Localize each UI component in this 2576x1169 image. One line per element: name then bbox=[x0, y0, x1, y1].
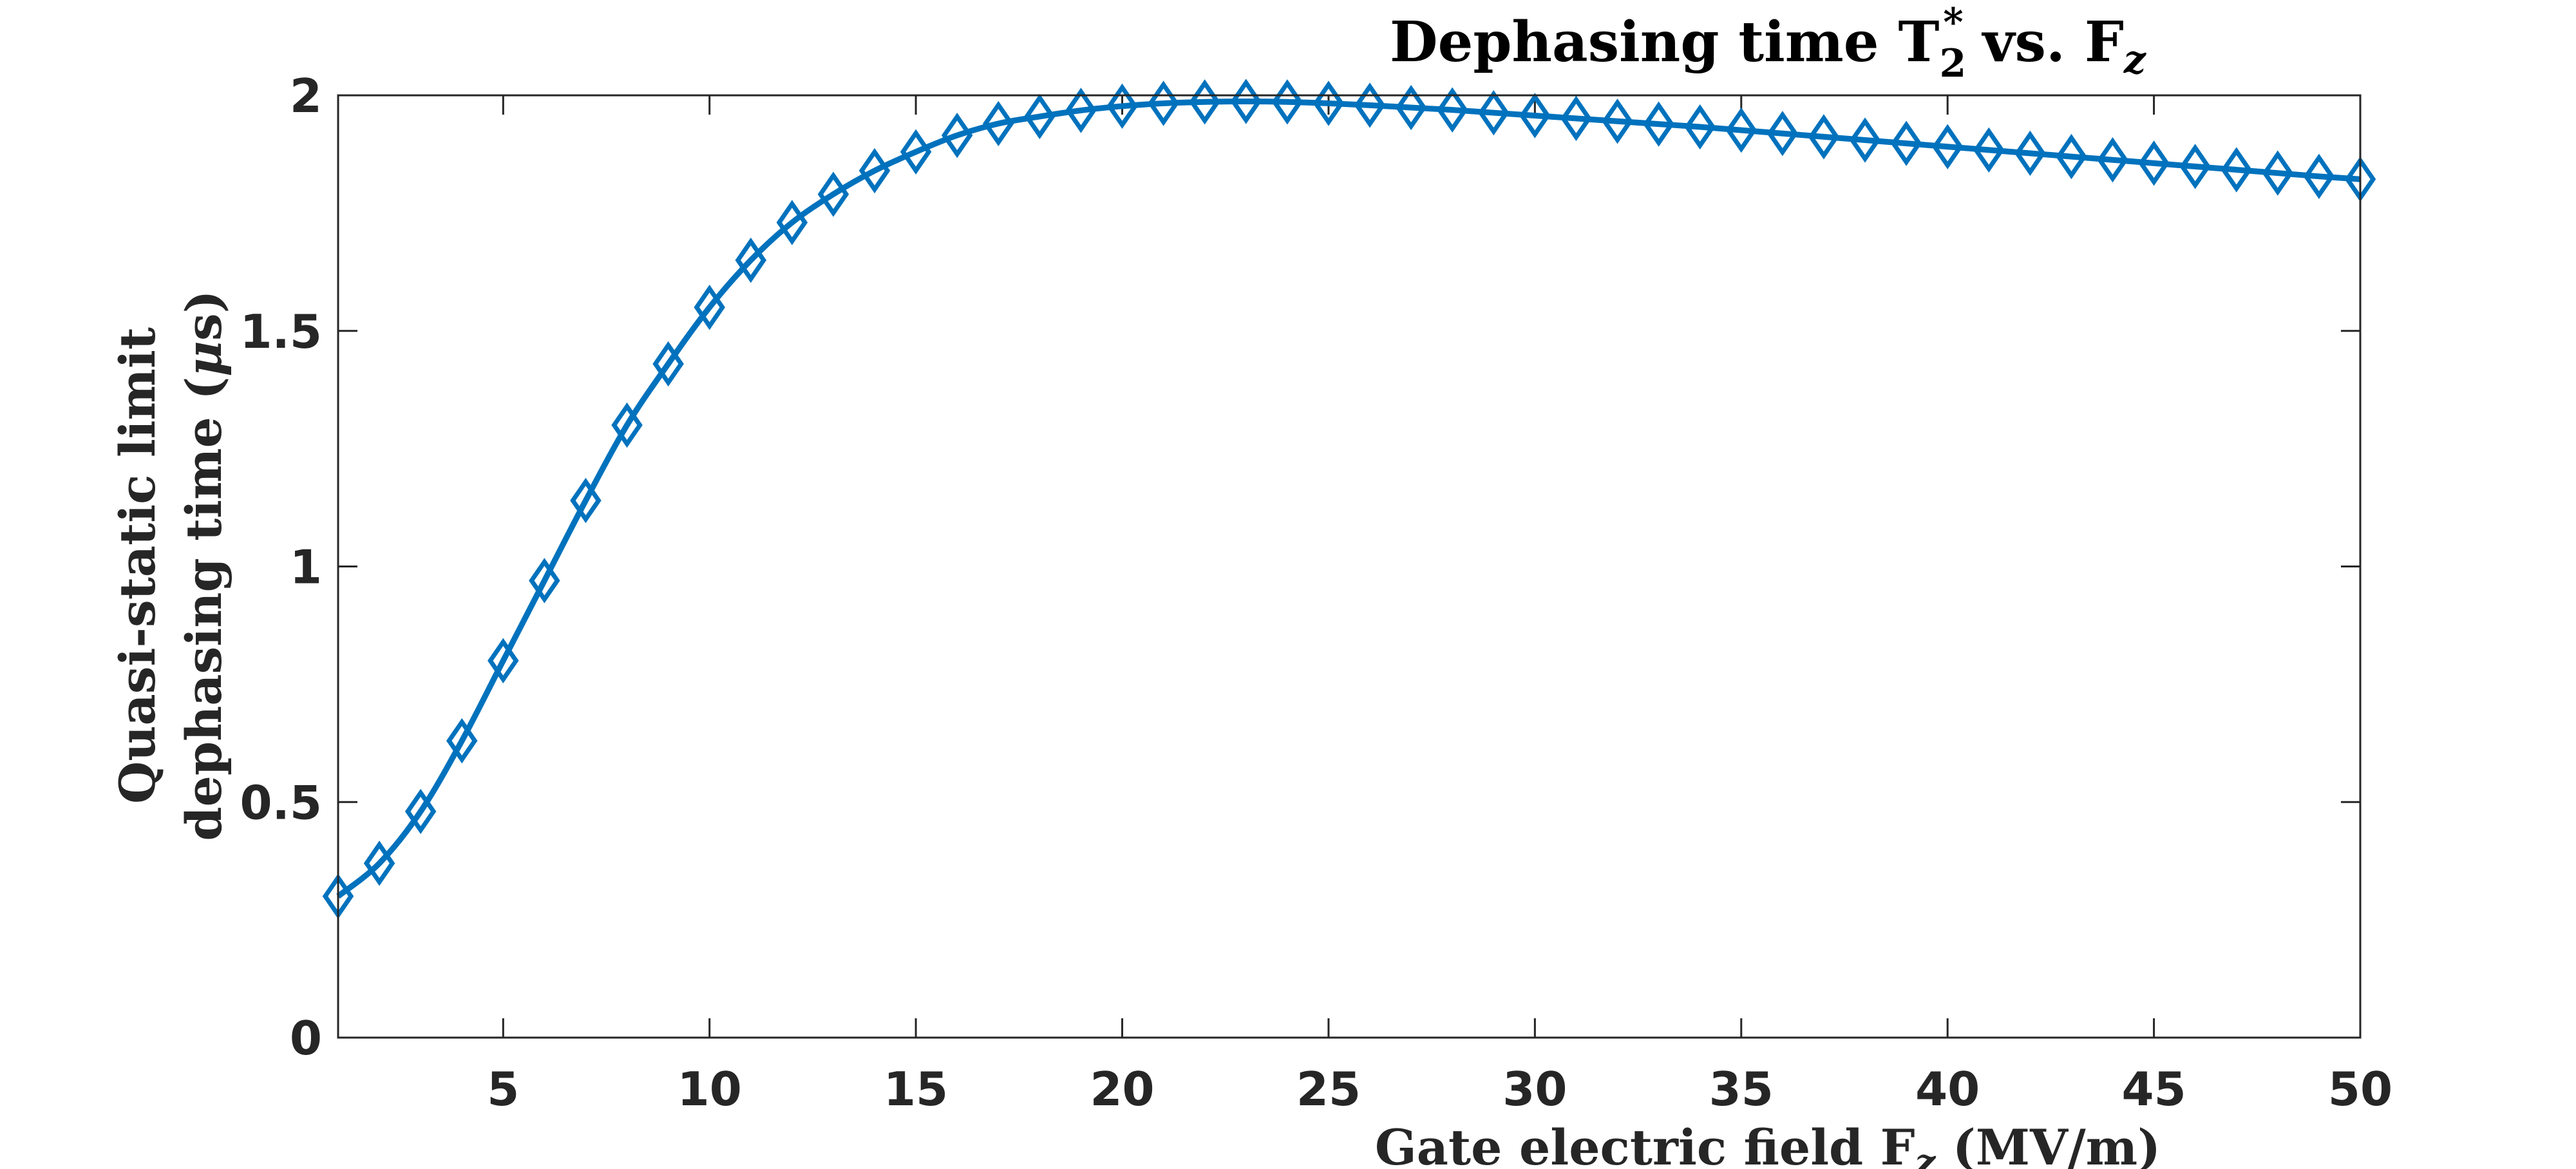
series-markers bbox=[322, 79, 2376, 919]
data-point-marker bbox=[1931, 124, 1964, 169]
data-point-marker bbox=[363, 841, 395, 886]
data-point-marker bbox=[2303, 153, 2335, 199]
axes-box bbox=[337, 94, 2362, 1039]
data-point-marker bbox=[1973, 127, 2005, 173]
x-tick-label: 30 bbox=[1502, 1062, 1567, 1116]
data-point-marker bbox=[2014, 130, 2046, 176]
data-point-marker bbox=[1766, 111, 1799, 157]
x-tick-label: 35 bbox=[1709, 1062, 1774, 1116]
x-tick-label: 50 bbox=[2328, 1062, 2392, 1116]
data-point-marker bbox=[1312, 81, 1345, 126]
x-tick-label: 20 bbox=[1090, 1062, 1154, 1116]
y-tick-label: 2 bbox=[290, 69, 322, 123]
y-tick-label: 1 bbox=[290, 540, 322, 594]
data-point-marker bbox=[1478, 90, 1510, 136]
data-point-marker bbox=[570, 477, 601, 524]
title-main: Dephasing time T bbox=[1390, 10, 1939, 75]
data-point-marker bbox=[1808, 114, 1840, 160]
y-tick-label: 0.5 bbox=[240, 775, 322, 830]
data-point-marker bbox=[858, 147, 891, 194]
data-point-marker bbox=[1890, 120, 1922, 166]
y-axis-title-mu: μ bbox=[175, 341, 232, 377]
title-superscript: * bbox=[1943, 0, 1963, 45]
y-axis-title: Quasi-static limit dephasing time (μs) bbox=[109, 290, 232, 841]
chart-title: Dephasing time T2* vs. Fz bbox=[1390, 0, 2147, 86]
y-axis-title-line2-end: s) bbox=[175, 290, 232, 341]
data-point-marker bbox=[1602, 99, 1633, 144]
data-point-marker bbox=[1354, 82, 1386, 128]
title-vs: vs. F bbox=[1964, 10, 2124, 75]
x-tick-label: 40 bbox=[1915, 1062, 1980, 1116]
data-point-marker bbox=[735, 237, 767, 283]
plot-area bbox=[338, 95, 2360, 1038]
data-point-marker bbox=[941, 113, 973, 158]
x-tick-label: 45 bbox=[2121, 1062, 2186, 1116]
tick-labels: 5 10 15 20 25 30 35 40 45 50 0 0.5 1 1.5 2 bbox=[240, 69, 2392, 1116]
data-point-marker bbox=[2262, 150, 2294, 196]
data-point-marker bbox=[2056, 133, 2087, 180]
y-tick-label: 0 bbox=[290, 1011, 322, 1065]
title-var-subscript: z bbox=[2123, 37, 2147, 82]
y-axis-title-line1: Quasi-static limit bbox=[109, 327, 166, 804]
x-axis-title-main: Gate electric field F bbox=[1375, 1119, 1915, 1169]
y-tick-label: 1.5 bbox=[240, 305, 322, 359]
data-point-marker bbox=[404, 788, 437, 835]
data-point-marker bbox=[1643, 101, 1674, 147]
data-point-marker bbox=[983, 100, 1014, 147]
data-point-marker bbox=[776, 200, 808, 245]
data-point-marker bbox=[1684, 104, 1716, 150]
y-axis-title-line2: dephasing time (μs) bbox=[175, 290, 232, 841]
data-point-marker bbox=[2097, 137, 2128, 183]
data-point-marker bbox=[1436, 87, 1468, 133]
data-point-marker bbox=[2221, 147, 2253, 193]
data-point-marker bbox=[611, 402, 643, 448]
data-point-marker bbox=[2179, 144, 2211, 189]
data-point-marker bbox=[1560, 95, 1592, 142]
x-tick-label: 15 bbox=[884, 1062, 948, 1116]
data-point-marker bbox=[1106, 83, 1138, 129]
y-axis-title-line2-main: dephasing time ( bbox=[175, 377, 232, 841]
data-point-marker bbox=[1849, 117, 1881, 163]
title-subscript: 2 bbox=[1939, 41, 1966, 86]
x-axis-title: Gate electric field Fz (MV/m) bbox=[1375, 1119, 2161, 1169]
data-point-marker bbox=[900, 129, 932, 175]
data-point-marker bbox=[1395, 84, 1427, 131]
data-point-marker bbox=[446, 718, 478, 764]
x-tick-label: 25 bbox=[1296, 1062, 1361, 1116]
data-point-marker bbox=[652, 341, 684, 387]
series-line bbox=[336, 99, 2361, 899]
data-point-marker bbox=[1065, 88, 1097, 133]
data-point-marker bbox=[529, 558, 560, 604]
x-axis-title-unit: (MV/m) bbox=[1935, 1119, 2161, 1169]
data-point-marker bbox=[1024, 93, 1056, 140]
data-point-marker bbox=[817, 171, 849, 217]
data-point-marker bbox=[694, 285, 725, 330]
data-point-marker bbox=[2138, 140, 2170, 186]
data-point-marker bbox=[488, 638, 519, 683]
data-point-marker bbox=[1725, 107, 1757, 153]
data-point-marker bbox=[1519, 93, 1551, 138]
data-point-marker bbox=[1148, 81, 1179, 126]
x-tick-label: 10 bbox=[677, 1062, 742, 1116]
x-tick-label: 5 bbox=[487, 1062, 519, 1116]
x-axis-title-subscript: z bbox=[1915, 1141, 1937, 1169]
